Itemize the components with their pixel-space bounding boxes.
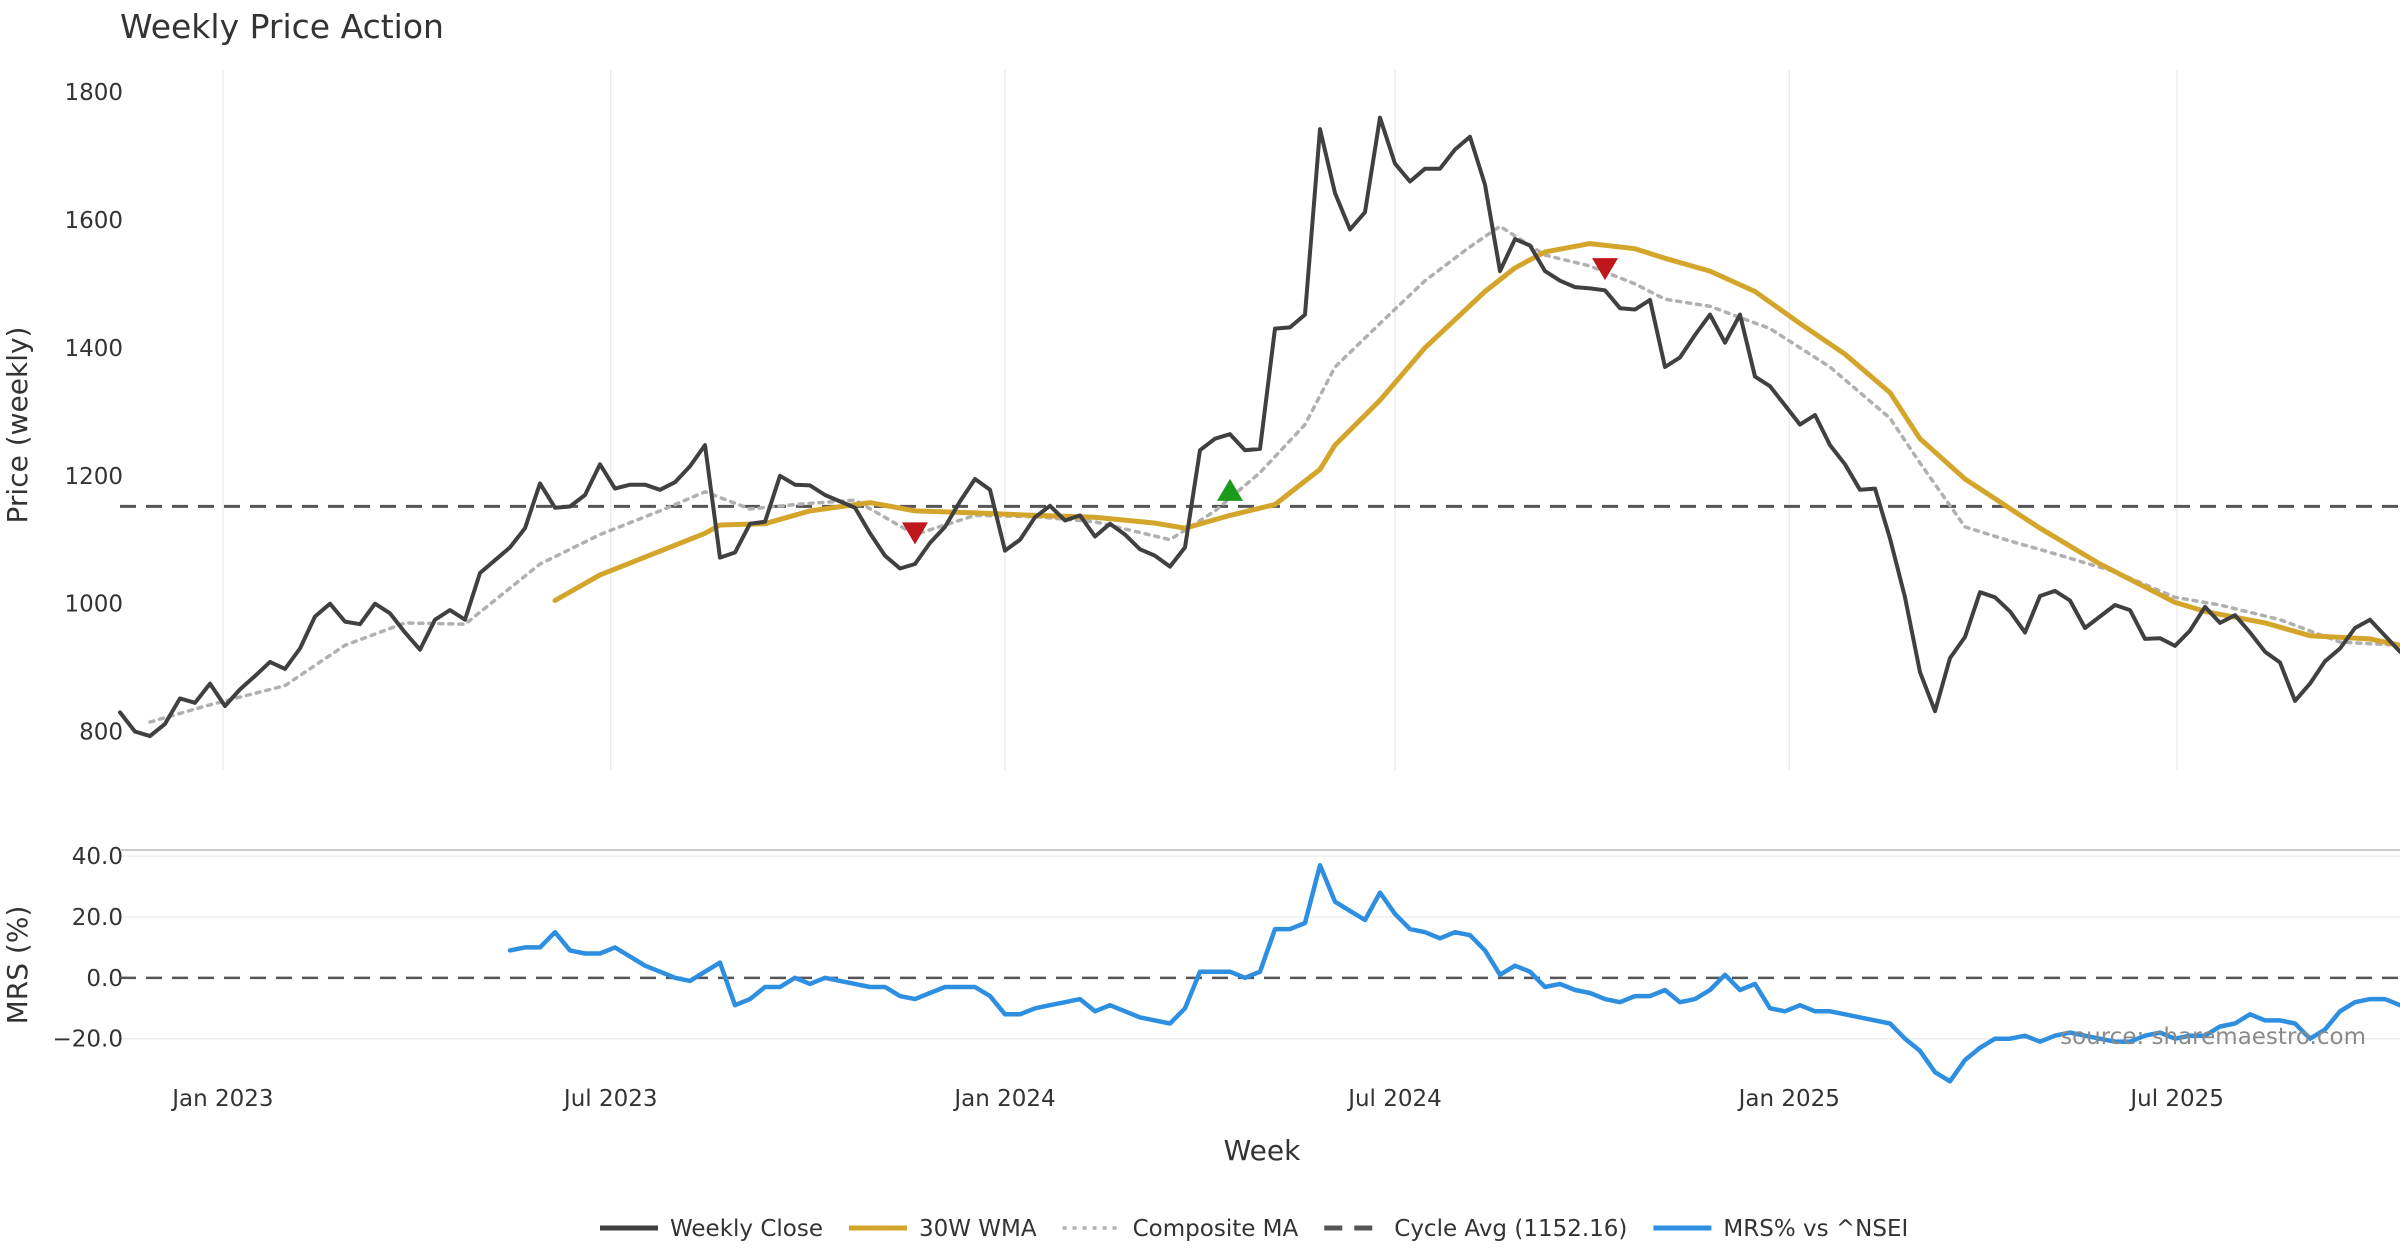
price-series-lines [118,115,2400,739]
signal-marker-down-0 [902,522,928,545]
legend-label-cycle: Cycle Avg (1152.16) [1394,1216,1627,1242]
x-tick-3: Jul 2024 [1346,1086,1442,1112]
price-y-tick-0: 800 [79,720,123,746]
series-line-wma [552,241,2400,648]
price-y-axis: 800 1000 1200 1400 1600 1800 [64,80,123,746]
price-y-tick-3: 1400 [64,336,123,362]
legend-item-wma: 30W WMA [848,1216,1037,1242]
series-line-composite [148,224,2400,724]
mrs-y-axis-title: MRS (%) [1,906,34,1025]
mrs-y-tick-0: 40.0 [72,844,123,870]
x-tick-4: Jan 2025 [1737,1086,1840,1112]
signal-marker-down-2 [1592,258,1618,281]
legend-item-close: Weekly Close [600,1216,823,1242]
series-line-close [118,115,2400,739]
x-tick-1: Jul 2023 [562,1086,658,1112]
legend-label-wma: 30W WMA [919,1216,1037,1242]
legend-label-mrs: MRS% vs ^NSEI [1723,1216,1908,1242]
legend-item-composite: Composite MA [1062,1216,1299,1242]
legend-item-cycle: Cycle Avg (1152.16) [1324,1216,1627,1242]
price-y-axis-title: Price (weekly) [1,327,34,524]
price-gridlines [222,70,2178,770]
x-tick-2: Jan 2024 [952,1086,1055,1112]
mrs-y-tick-2: 0.0 [86,966,123,992]
source-note: source: sharemaestro.com [2060,1024,2366,1050]
mrs-series-lines [120,862,2400,1084]
signal-marker-up-1 [1217,478,1243,501]
mrs-y-tick-3: −20.0 [53,1027,123,1053]
mrs-gridlines [120,855,2400,1040]
chart-title: Weekly Price Action [120,7,444,46]
price-y-tick-5: 1800 [64,80,123,106]
legend-label-composite: Composite MA [1133,1216,1299,1242]
mrs-y-tick-1: 20.0 [72,905,123,931]
series-line-mrs [507,862,2400,1084]
x-tick-5: Jul 2025 [2128,1086,2224,1112]
chart-legend: Weekly Close 30W WMA Composite MA Cycle Avg… [600,1216,1908,1242]
signal-markers [902,258,1618,545]
price-y-tick-1: 1000 [64,592,123,618]
x-axis-title: Week [1224,1134,1301,1167]
mrs-y-axis: 40.0 20.0 0.0 −20.0 [53,844,123,1053]
price-y-tick-2: 1200 [64,464,123,490]
x-axis: Jan 2023 Jul 2023 Jan 2024 Jul 2024 Jan 2025… [170,1086,2224,1112]
price-y-tick-4: 1600 [64,208,123,234]
x-tick-0: Jan 2023 [170,1086,273,1112]
legend-label-close: Weekly Close [670,1216,823,1242]
legend-item-mrs: MRS% vs ^NSEI [1653,1216,1908,1242]
